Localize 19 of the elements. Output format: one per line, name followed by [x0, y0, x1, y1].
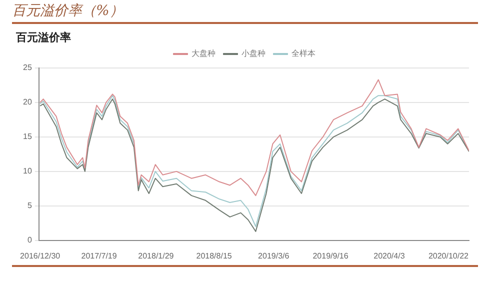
x-tick-label: 2020/4/3 — [374, 251, 406, 260]
legend-label: 全样本 — [292, 49, 316, 58]
x-tick-label: 2019/3/6 — [258, 251, 290, 260]
y-tick-label: 10 — [22, 166, 32, 176]
legend-label: 小盘种 — [242, 49, 266, 58]
x-tick-label: 2020/10/22 — [428, 251, 470, 260]
y-tick-label: 5 — [27, 201, 32, 210]
y-tick-label: 0 — [27, 236, 32, 245]
y-tick-label: 15 — [22, 132, 32, 142]
x-tick-label: 2018/8/15 — [196, 251, 232, 260]
chart-title: 百元溢价率（%） — [12, 2, 478, 24]
chart-subtitle: 百元溢价率 — [16, 30, 71, 45]
y-tick-label: 25 — [22, 63, 32, 72]
x-tick-label: 2019/9/16 — [312, 251, 349, 260]
y-tick-label: 20 — [22, 98, 32, 107]
x-tick-label: 2016/12/30 — [20, 251, 61, 260]
legend-label: 大盘种 — [192, 49, 216, 58]
x-tick-label: 2018/1/29 — [138, 251, 174, 260]
x-tick-label: 2017/7/19 — [81, 251, 118, 260]
